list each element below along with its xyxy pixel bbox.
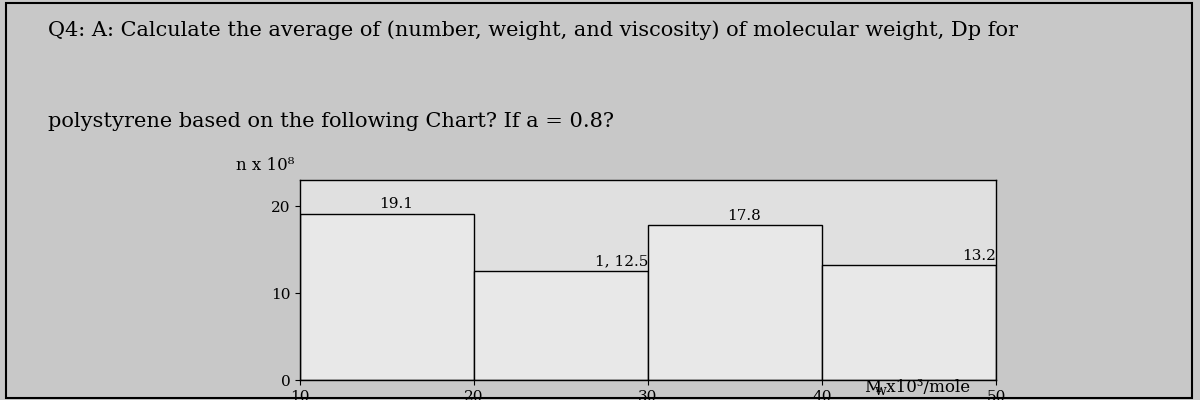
Text: 13.2: 13.2: [962, 249, 996, 263]
Text: n x 10⁸: n x 10⁸: [235, 157, 294, 174]
Text: Q4: A: Calculate the average of (number, weight, and viscosity) of molecular wei: Q4: A: Calculate the average of (number,…: [48, 20, 1018, 40]
Text: M: M: [864, 379, 881, 396]
Bar: [474, 271, 648, 380]
Text: polystyrene based on the following Chart? If a = 0.8?: polystyrene based on the following Chart…: [48, 112, 614, 131]
Bar: [822, 265, 996, 380]
Bar: [648, 225, 822, 380]
Text: w: w: [875, 384, 887, 398]
Bar: [300, 214, 474, 380]
Text: 17.8: 17.8: [727, 209, 761, 223]
Text: 1, 12.5: 1, 12.5: [595, 255, 648, 269]
Text: 19.1: 19.1: [379, 197, 413, 211]
Text: x10³/mole: x10³/mole: [881, 379, 970, 396]
